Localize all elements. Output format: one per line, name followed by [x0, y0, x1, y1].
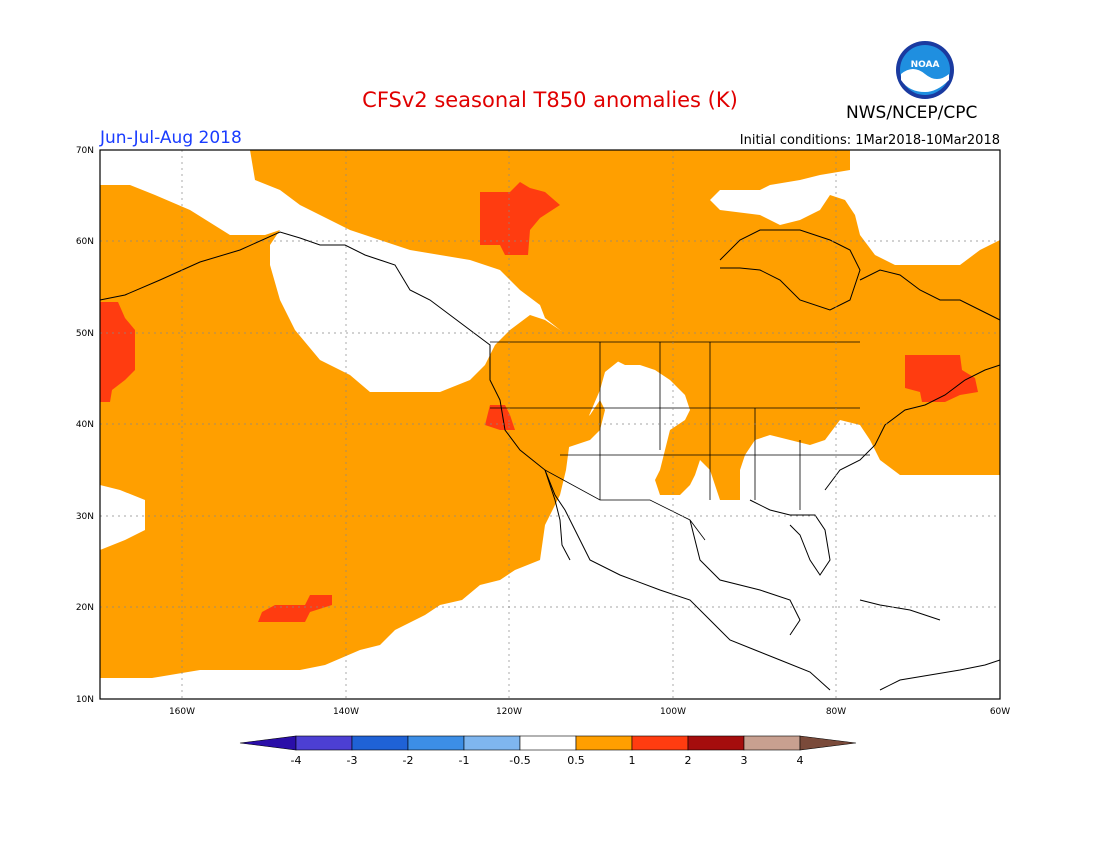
- colorbar-box: [463, 735, 521, 751]
- noaa-logo-icon: NOAA: [896, 41, 954, 99]
- agency-label: NWS/NCEP/CPC: [846, 103, 978, 123]
- colorbar-label: 2: [685, 754, 692, 767]
- colorbar-box: [351, 735, 409, 751]
- colorbar-box: [407, 735, 465, 751]
- colorbar-triangle-right: [799, 735, 857, 751]
- gridlines: [100, 150, 1000, 699]
- colorbar-box: [575, 735, 633, 751]
- colorbar: -4 -3 -2 -1 -0.5 0.5 1 2 3 4: [239, 735, 857, 767]
- lat-label: 50N: [76, 329, 94, 339]
- colorbar-label: 4: [797, 754, 804, 767]
- colorbar-label: -1: [459, 754, 470, 767]
- lat-label: 70N: [76, 146, 94, 156]
- lat-label: 60N: [76, 237, 94, 247]
- lon-label: 120W: [496, 707, 522, 717]
- lon-label: 160W: [169, 707, 195, 717]
- season-label: Jun-Jul-Aug 2018: [100, 128, 242, 148]
- colorbar-triangle-left: [239, 735, 297, 751]
- colorbar-label: -3: [347, 754, 358, 767]
- colorbar-box: [743, 735, 801, 751]
- lon-label: 60W: [990, 707, 1010, 717]
- colorbar-box: [519, 735, 577, 751]
- lat-label: 20N: [76, 603, 94, 613]
- lat-label: 10N: [76, 695, 94, 705]
- colorbar-label: -0.5: [509, 754, 530, 767]
- lon-label: 140W: [333, 707, 359, 717]
- coastlines: [99, 229, 1001, 691]
- lon-label: 80W: [826, 707, 846, 717]
- colorbar-label: 0.5: [567, 754, 585, 767]
- map-frame: [99, 149, 1001, 700]
- latitude-labels: 70N 60N 50N 40N 30N 20N 10N: [76, 146, 94, 705]
- map-title: CFSv2 seasonal T850 anomalies (K): [362, 88, 738, 112]
- colorbar-label: 1: [629, 754, 636, 767]
- colorbar-label: 3: [741, 754, 748, 767]
- anomaly-0.5-1-regions: [100, 150, 1000, 678]
- colorbar-box: [631, 735, 689, 751]
- lon-label: 100W: [660, 707, 686, 717]
- lat-label: 30N: [76, 512, 94, 522]
- political-boundaries: [490, 341, 870, 541]
- colorbar-label: -4: [291, 754, 302, 767]
- colorbar-box: [687, 735, 745, 751]
- svg-text:NOAA: NOAA: [911, 60, 940, 70]
- initial-conditions-label: Initial conditions: 1Mar2018-10Mar2018: [739, 133, 1000, 148]
- colorbar-label: -2: [403, 754, 414, 767]
- colorbar-box: [295, 735, 353, 751]
- lat-label: 40N: [76, 420, 94, 430]
- longitude-labels: 160W 140W 120W 100W 80W 60W: [169, 707, 1010, 717]
- anomaly-1-2-regions: [100, 182, 978, 622]
